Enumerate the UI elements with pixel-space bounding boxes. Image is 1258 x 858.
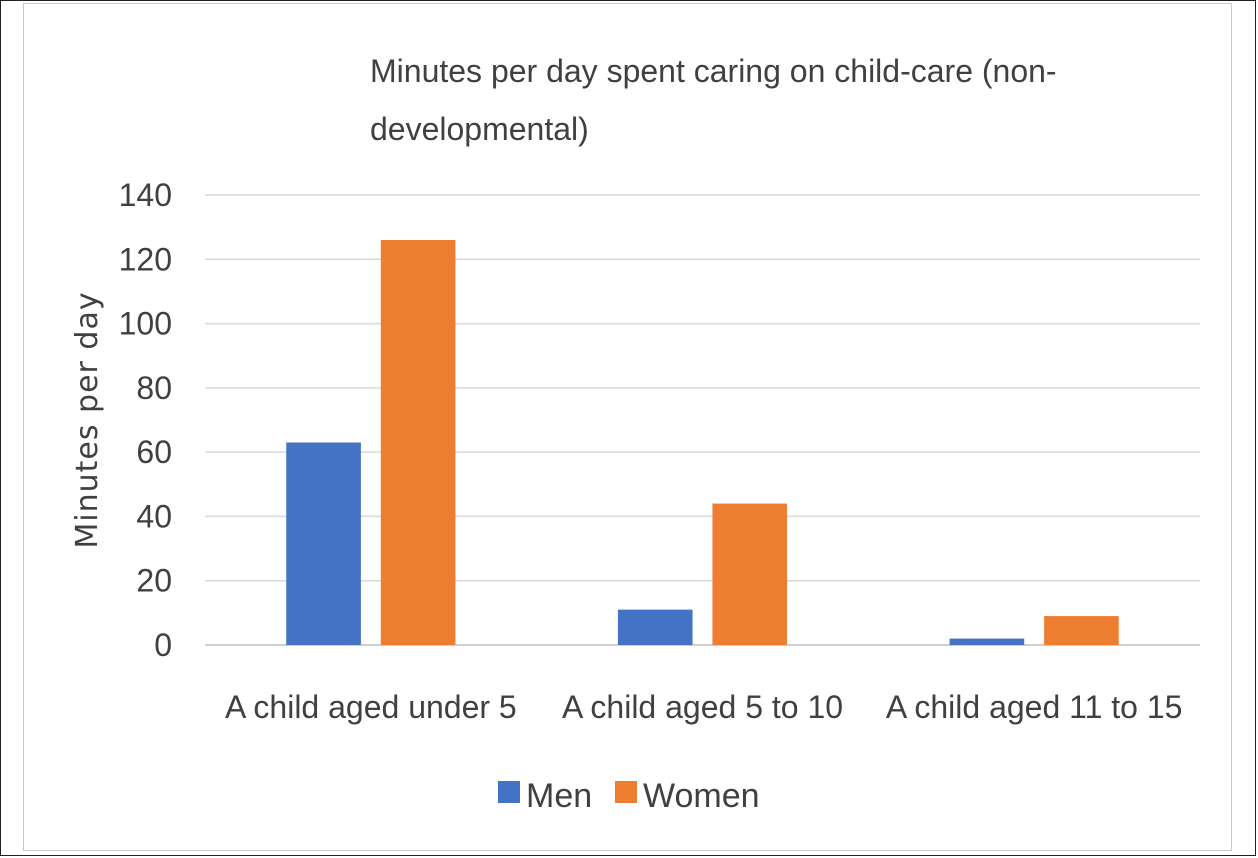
y-tick-label: 20 (136, 563, 172, 599)
bars (286, 240, 1119, 645)
y-tick-label: 0 (154, 627, 172, 663)
y-axis-label: Minutes per day (70, 291, 105, 548)
bar-men-1 (617, 609, 693, 645)
x-tick-labels: A child aged under 5 A child aged 5 to 10… (225, 689, 1182, 725)
legend: Men Women (498, 777, 760, 815)
x-tick-label: A child aged 5 to 10 (562, 689, 843, 725)
chart-border (23, 3, 1232, 851)
chart-title-line-2: developmental) (370, 111, 589, 147)
gridlines (205, 194, 1200, 646)
y-tick-label: 140 (119, 177, 172, 213)
bar-women-2 (1044, 616, 1119, 645)
y-tick-label: 80 (136, 370, 172, 406)
y-tick-label: 60 (136, 434, 172, 470)
bar-men-0 (286, 442, 361, 645)
legend-label-women: Women (643, 777, 760, 815)
bar-women-0 (380, 240, 456, 645)
legend-swatch-women (615, 781, 637, 803)
chart-title-line-1: Minutes per day spent caring on child-ca… (370, 53, 1057, 89)
x-tick-label: A child aged under 5 (225, 689, 517, 725)
y-tick-label: 40 (136, 498, 172, 534)
y-tick-labels: 0 20 40 60 80 100 120 140 (119, 177, 172, 663)
x-tick-label: A child aged 11 to 15 (886, 689, 1183, 725)
y-tick-label: 100 (119, 306, 172, 342)
y-tick-label: 120 (119, 241, 172, 277)
bar-women-1 (712, 503, 788, 645)
legend-label-men: Men (526, 777, 592, 815)
bar-men-2 (949, 638, 1025, 645)
legend-swatch-men (498, 781, 520, 803)
